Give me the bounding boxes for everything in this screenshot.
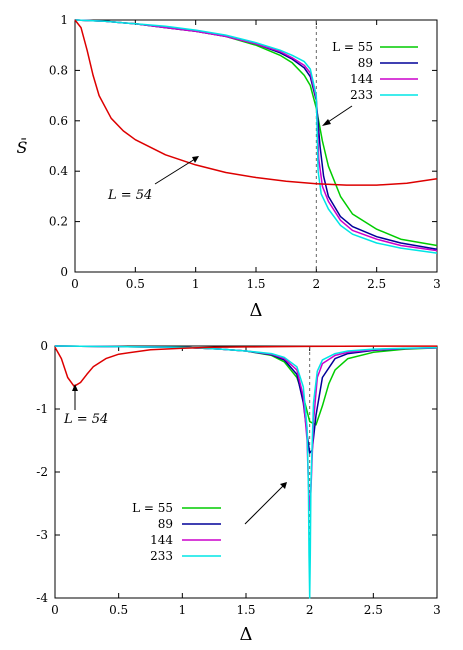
y-tick-label: -4 bbox=[36, 591, 48, 605]
y-tick-label: 0 bbox=[60, 265, 68, 279]
x-tick-label: 0.5 bbox=[109, 603, 128, 617]
series-line-144 bbox=[74, 19, 438, 252]
legend-label: 89 bbox=[158, 517, 173, 531]
x-tick-label: 3 bbox=[433, 603, 441, 617]
arrow-l54-top bbox=[154, 156, 199, 185]
series-line-144 bbox=[54, 345, 438, 511]
x-tick-label: 1 bbox=[179, 603, 187, 617]
series-line-l-55 bbox=[54, 345, 438, 426]
plot-frame-top bbox=[74, 19, 438, 273]
y-tick-label: 0 bbox=[40, 339, 48, 353]
arrow-legend-bottom bbox=[244, 482, 287, 525]
y-tick-label: -1 bbox=[36, 402, 48, 416]
series-group-bottom bbox=[54, 345, 438, 599]
y-tick-label: -3 bbox=[36, 528, 48, 542]
chart-top: 0 0.5 1 1.5 2 2.5 3 0 0.2 0.4 0.6 0.8 1 L = 55 89 144 2… bbox=[17, 13, 441, 321]
legend-top: L = 55 89 144 233 bbox=[332, 40, 418, 102]
arrow-legend-top bbox=[322, 105, 353, 126]
x-tick-label: 2.5 bbox=[364, 603, 383, 617]
annotation-l54-top: L = 54 bbox=[107, 188, 152, 203]
y-tick-label: -2 bbox=[36, 465, 48, 479]
x-tick-label: 1.5 bbox=[246, 277, 265, 291]
y-tick-label: 0.6 bbox=[49, 114, 68, 128]
annotation-l54-bottom: L = 54 bbox=[63, 412, 108, 427]
series-line-233 bbox=[54, 345, 438, 599]
x-tick-label: 2 bbox=[313, 277, 321, 291]
arrow-l54-bottom bbox=[72, 384, 78, 410]
x-tick-label: 0.5 bbox=[126, 277, 145, 291]
x-tick-label: 1 bbox=[192, 277, 200, 291]
x-axis-label-bottom: Δ bbox=[240, 624, 253, 645]
legend-label: 233 bbox=[350, 88, 373, 102]
x-tick-label: 1.5 bbox=[236, 603, 255, 617]
legend-label: 144 bbox=[150, 533, 173, 547]
legend-label: 89 bbox=[358, 56, 373, 70]
y-tick-label: 1 bbox=[60, 13, 68, 27]
series-line-89 bbox=[54, 345, 438, 454]
x-axis-label-top: Δ bbox=[250, 300, 263, 321]
y-axis-label-top: S̄ bbox=[17, 136, 28, 157]
tick-group-top: 0 0.5 1 1.5 2 2.5 3 0 0.2 0.4 0.6 0.8 1 bbox=[49, 13, 441, 291]
legend-label: L = 55 bbox=[132, 501, 173, 515]
series-line-l-54 bbox=[74, 19, 438, 186]
x-tick-label: 3 bbox=[433, 277, 441, 291]
series-group-top bbox=[74, 19, 438, 254]
x-tick-label: 2 bbox=[306, 603, 314, 617]
chart-bottom: 0 0.5 1 1.5 2 2.5 3 0 -1 -2 -3 -4 L = 55 89 144 233 L … bbox=[36, 339, 441, 645]
legend-bottom: L = 55 89 144 233 bbox=[132, 501, 221, 563]
legend-label: L = 55 bbox=[332, 40, 373, 54]
series-line-233 bbox=[74, 19, 438, 254]
x-tick-label: 2.5 bbox=[367, 277, 386, 291]
legend-label: 233 bbox=[150, 549, 173, 563]
legend-label: 144 bbox=[350, 72, 373, 86]
plot-frame-bottom bbox=[54, 345, 438, 599]
x-tick-label: 0 bbox=[51, 603, 59, 617]
series-line-l-55 bbox=[74, 19, 438, 247]
x-tick-label: 0 bbox=[71, 277, 79, 291]
series-line-l-54 bbox=[54, 345, 437, 388]
y-tick-label: 0.2 bbox=[49, 215, 68, 229]
y-tick-label: 0.4 bbox=[49, 164, 68, 178]
y-tick-label: 0.8 bbox=[49, 63, 68, 77]
tick-group-bottom: 0 0.5 1 1.5 2 2.5 3 0 -1 -2 -3 -4 bbox=[36, 339, 441, 617]
